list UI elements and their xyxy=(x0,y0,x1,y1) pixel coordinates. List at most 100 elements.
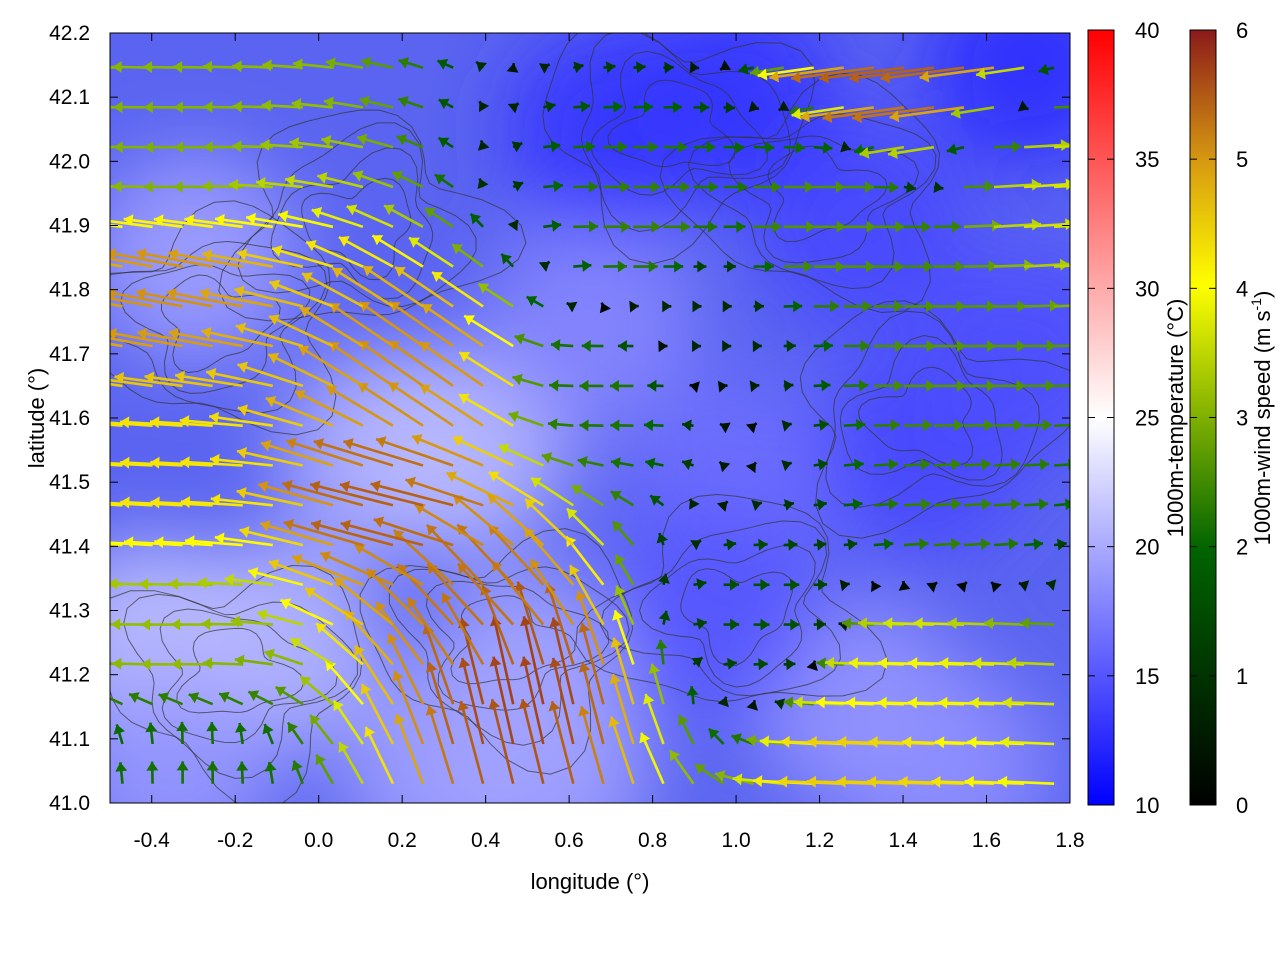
wind-vector-head xyxy=(837,735,847,748)
wind-vector-shaft xyxy=(426,562,485,626)
wind-vector-shaft xyxy=(110,291,183,308)
terrain-contour-line xyxy=(301,177,412,281)
wind-vector-head xyxy=(110,577,118,590)
wind-vector-head xyxy=(113,141,123,154)
wind-vector-shaft xyxy=(110,503,123,507)
wind-vector-shaft xyxy=(294,390,364,427)
wind-vector-shaft xyxy=(360,683,395,745)
wind-vector-head xyxy=(143,61,153,74)
wind-vector-head xyxy=(501,253,512,265)
wind-vector-head xyxy=(171,658,181,671)
wind-vector-head xyxy=(689,498,700,510)
wind-vector-head xyxy=(184,214,195,227)
wind-vector-shaft xyxy=(919,66,995,79)
y-tick-label: 41.1 xyxy=(49,728,90,751)
wind-vector-head xyxy=(426,524,438,536)
wind-vector-head xyxy=(866,260,875,273)
wind-vector-head xyxy=(745,462,756,474)
wind-vector-head xyxy=(795,141,806,154)
wind-vector-head xyxy=(781,420,792,432)
y-tick-label: 41.3 xyxy=(49,600,90,623)
wind-vector-head xyxy=(819,419,829,431)
wind-vector-head xyxy=(997,775,1008,788)
wind-vector-head xyxy=(788,538,798,551)
wind-vector-head xyxy=(306,240,317,252)
wind-vector-head xyxy=(883,538,894,551)
temperature-colorbar-label: 1000m-temperature (°C) xyxy=(1163,299,1188,538)
wind-vector-head xyxy=(232,140,242,153)
wind-vector-head xyxy=(605,61,616,74)
wind-vector-head xyxy=(427,563,438,575)
wind-vector-head xyxy=(366,568,378,580)
wind-vector-shaft xyxy=(388,300,454,348)
wind-vector-shaft xyxy=(405,478,484,507)
wind-vector-head xyxy=(821,379,831,392)
wind-vector-shaft xyxy=(354,543,424,586)
wind-vector-head xyxy=(895,260,904,273)
wind-vector-head xyxy=(759,735,770,748)
wind-vector-shaft xyxy=(110,463,123,467)
wind-vector-head xyxy=(1038,498,1049,511)
wind-vector-head xyxy=(506,63,519,73)
wind-vector-head xyxy=(90,416,99,428)
wind-vector-head xyxy=(1059,258,1070,271)
wind-vector-head xyxy=(1038,63,1049,76)
wind-vector-head xyxy=(264,761,277,772)
wind-vector-head xyxy=(268,559,280,571)
wind-vector-head xyxy=(926,300,935,313)
wind-vector-head xyxy=(425,208,436,219)
wind-vector-head xyxy=(295,390,306,401)
wind-vector-head xyxy=(582,259,592,272)
wind-vector-head xyxy=(300,307,311,318)
terrain-contour-line xyxy=(728,135,920,264)
wind-vector-head xyxy=(615,554,626,566)
wind-vector-head xyxy=(541,452,553,464)
x-tick-label: 1.8 xyxy=(1055,829,1084,852)
wind-vector-head xyxy=(498,443,510,455)
wind-vector-head xyxy=(617,340,627,352)
terrain-contour-line xyxy=(607,79,736,168)
y-tick-label: 41.6 xyxy=(49,407,90,430)
wind-vector-head xyxy=(292,554,303,566)
wind-vector-head xyxy=(954,419,964,432)
wind-vector-shaft xyxy=(523,526,575,586)
wind-vector-head xyxy=(549,657,562,668)
wind-vector-head xyxy=(729,578,739,591)
wind-vector-head xyxy=(364,726,376,738)
wind-vector-shaft xyxy=(459,700,485,785)
terrain-contour-line xyxy=(599,520,842,697)
wind-vector-head xyxy=(589,220,599,233)
wind-vector-head xyxy=(1007,656,1017,669)
wind-vector-head xyxy=(1012,140,1022,153)
wind-vector-shaft xyxy=(301,272,364,308)
wind-vector-head xyxy=(168,577,178,590)
wind-vector-head xyxy=(906,181,916,194)
wind-vector-head xyxy=(836,775,846,788)
wind-vector-head xyxy=(849,71,859,84)
wind-vector-head xyxy=(78,328,88,340)
wind-vector-shaft xyxy=(370,482,454,507)
wind-vector-head xyxy=(346,204,358,216)
wind-vector-shaft xyxy=(110,421,153,427)
wind-vector-head xyxy=(234,285,245,298)
y-tick-label: 42.2 xyxy=(49,22,90,45)
wind-vector-shaft xyxy=(419,341,484,387)
wind-vector-head xyxy=(215,213,225,226)
wind-vector-head xyxy=(816,657,826,670)
y-tick-label: 42.0 xyxy=(49,150,90,173)
wind-vector-head xyxy=(519,656,532,667)
wind-vector-head xyxy=(890,419,900,432)
wind-vector-head xyxy=(608,716,620,728)
wind-vector-head xyxy=(678,141,688,154)
wind-vector-head xyxy=(124,536,134,549)
wind-vector-shaft xyxy=(268,560,334,587)
wind-vector-head xyxy=(807,735,817,748)
wind-vector-shaft xyxy=(279,598,334,626)
wind-vector-shaft xyxy=(214,217,273,229)
wind-vector-head xyxy=(774,698,786,710)
wind-vector-head xyxy=(913,617,923,630)
wind-vector-head xyxy=(235,322,247,335)
wind-vector-head xyxy=(670,750,681,762)
wind-vector-head xyxy=(338,742,349,753)
wind-vector-head xyxy=(99,692,110,703)
